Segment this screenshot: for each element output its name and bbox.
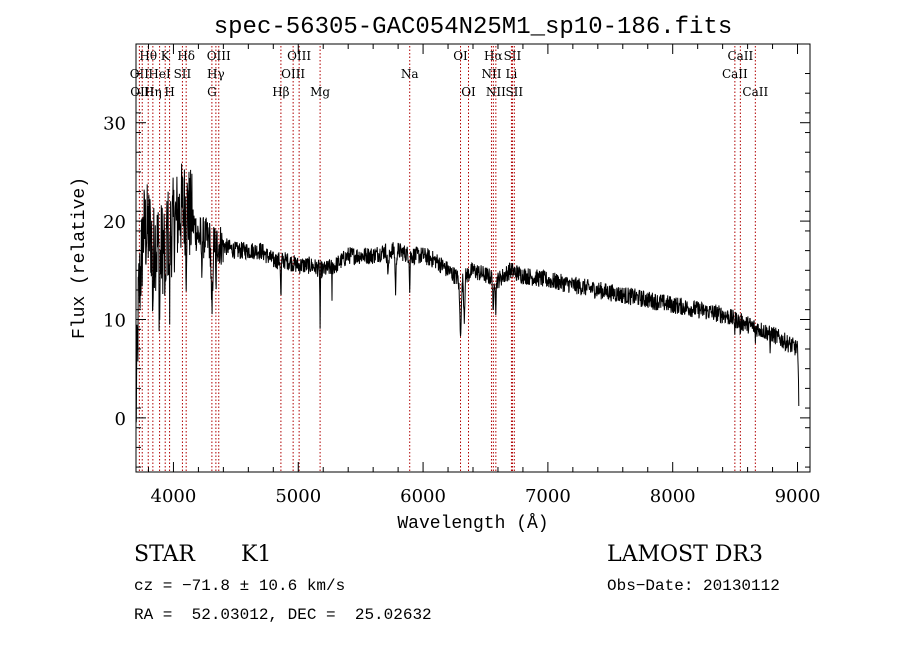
x-tick-label: 8000 [650,486,696,507]
spectral-line-label: Li [506,67,518,81]
spectral-line-label: G [207,85,217,99]
chart-title: spec-56305-GAC054N25M1_sp10-186.fits [214,14,732,41]
spectral-line-label: CaII [722,67,748,81]
y-tick-label: 0 [115,409,126,430]
spectral-line-label: Hδ [177,49,195,63]
spectral-line-label: K [161,49,171,63]
x-tick-label: 5000 [275,486,321,507]
spectral-line-label: OI [461,85,476,99]
y-tick-label: 10 [103,310,126,331]
spectral-line-label: OIII [287,49,311,63]
spectrum-series [135,163,800,423]
spectral-line-label: SII [174,67,192,81]
spectral-line-label: CaII [742,85,768,99]
x-tick-label: 6000 [400,486,446,507]
object-class: STAR [134,542,196,567]
spectral-line-label: NII [486,85,506,99]
survey-name: LAMOST DR3 [607,542,763,567]
y-axis-label: Flux (relative) [70,177,90,339]
x-tick-label: 9000 [775,486,821,507]
spectral-line-label: HeI [148,67,171,81]
spectral-line-label: Hγ [207,67,225,81]
spectral-line-label: SII [504,49,522,63]
spectral-line-label: H [164,85,174,99]
spectral-line-label: Mg [310,85,330,99]
y-tick-label: 30 [103,114,126,135]
spectral-line-label: OIII [207,49,231,63]
spectral-line-label: OIII [281,67,305,81]
obs-date: Obs−Date: 20130112 [607,577,780,595]
spectral-line-label: Hη [144,85,162,99]
y-tick-label: 20 [103,212,126,233]
spectrum-line [135,163,800,423]
coordinates: RA = 52.03012, DEC = 25.02632 [134,606,432,624]
x-axis-label: Wavelength (Å) [397,513,548,534]
plot-frame [135,43,811,473]
spectral-line-label: OIII [130,85,154,99]
x-tick-label: 7000 [525,486,571,507]
y-axis-ticks: 0 10 20 30 [103,73,810,468]
spectral-line-label: Hβ [272,85,289,99]
spectral-line-label: Hθ [139,49,157,63]
x-tick-label: 4000 [151,486,197,507]
redshift-readout: cz = −71.8 ± 10.6 km/s [134,577,345,595]
spectral-line-label: OI [453,49,468,63]
spectral-line-label: SII [505,85,523,99]
spectral-line-label: Na [401,67,419,81]
subclass: K1 [241,542,271,567]
spectral-line-label: NII [481,67,501,81]
spectral-line-label: Hα [484,49,503,63]
x-axis-ticks: 4000 5000 6000 7000 8000 9000 [147,44,821,507]
spectral-line-label: CaII [727,49,753,63]
